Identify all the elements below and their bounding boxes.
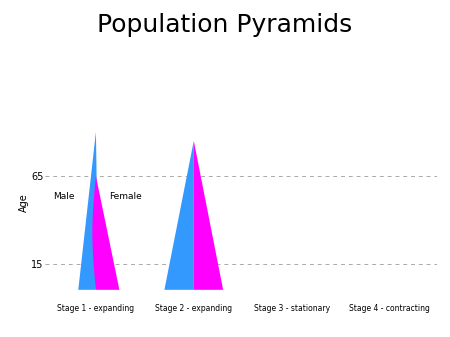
Y-axis label: Age: Age: [18, 193, 28, 212]
Polygon shape: [194, 141, 223, 290]
Text: Male: Male: [53, 192, 74, 201]
Text: Population Pyramids: Population Pyramids: [97, 13, 353, 37]
Polygon shape: [390, 141, 411, 290]
Polygon shape: [258, 150, 292, 290]
Polygon shape: [292, 171, 313, 290]
Polygon shape: [78, 132, 97, 290]
Polygon shape: [164, 141, 194, 290]
Polygon shape: [360, 135, 390, 290]
Text: Stage 4 - contracting: Stage 4 - contracting: [349, 304, 430, 313]
Text: Stage 2 - expanding: Stage 2 - expanding: [155, 304, 232, 313]
Text: Female: Female: [110, 192, 142, 201]
Text: Stage 3 - stationary: Stage 3 - stationary: [254, 304, 330, 313]
Text: Stage 1 - expanding: Stage 1 - expanding: [57, 304, 135, 313]
Polygon shape: [92, 176, 119, 290]
